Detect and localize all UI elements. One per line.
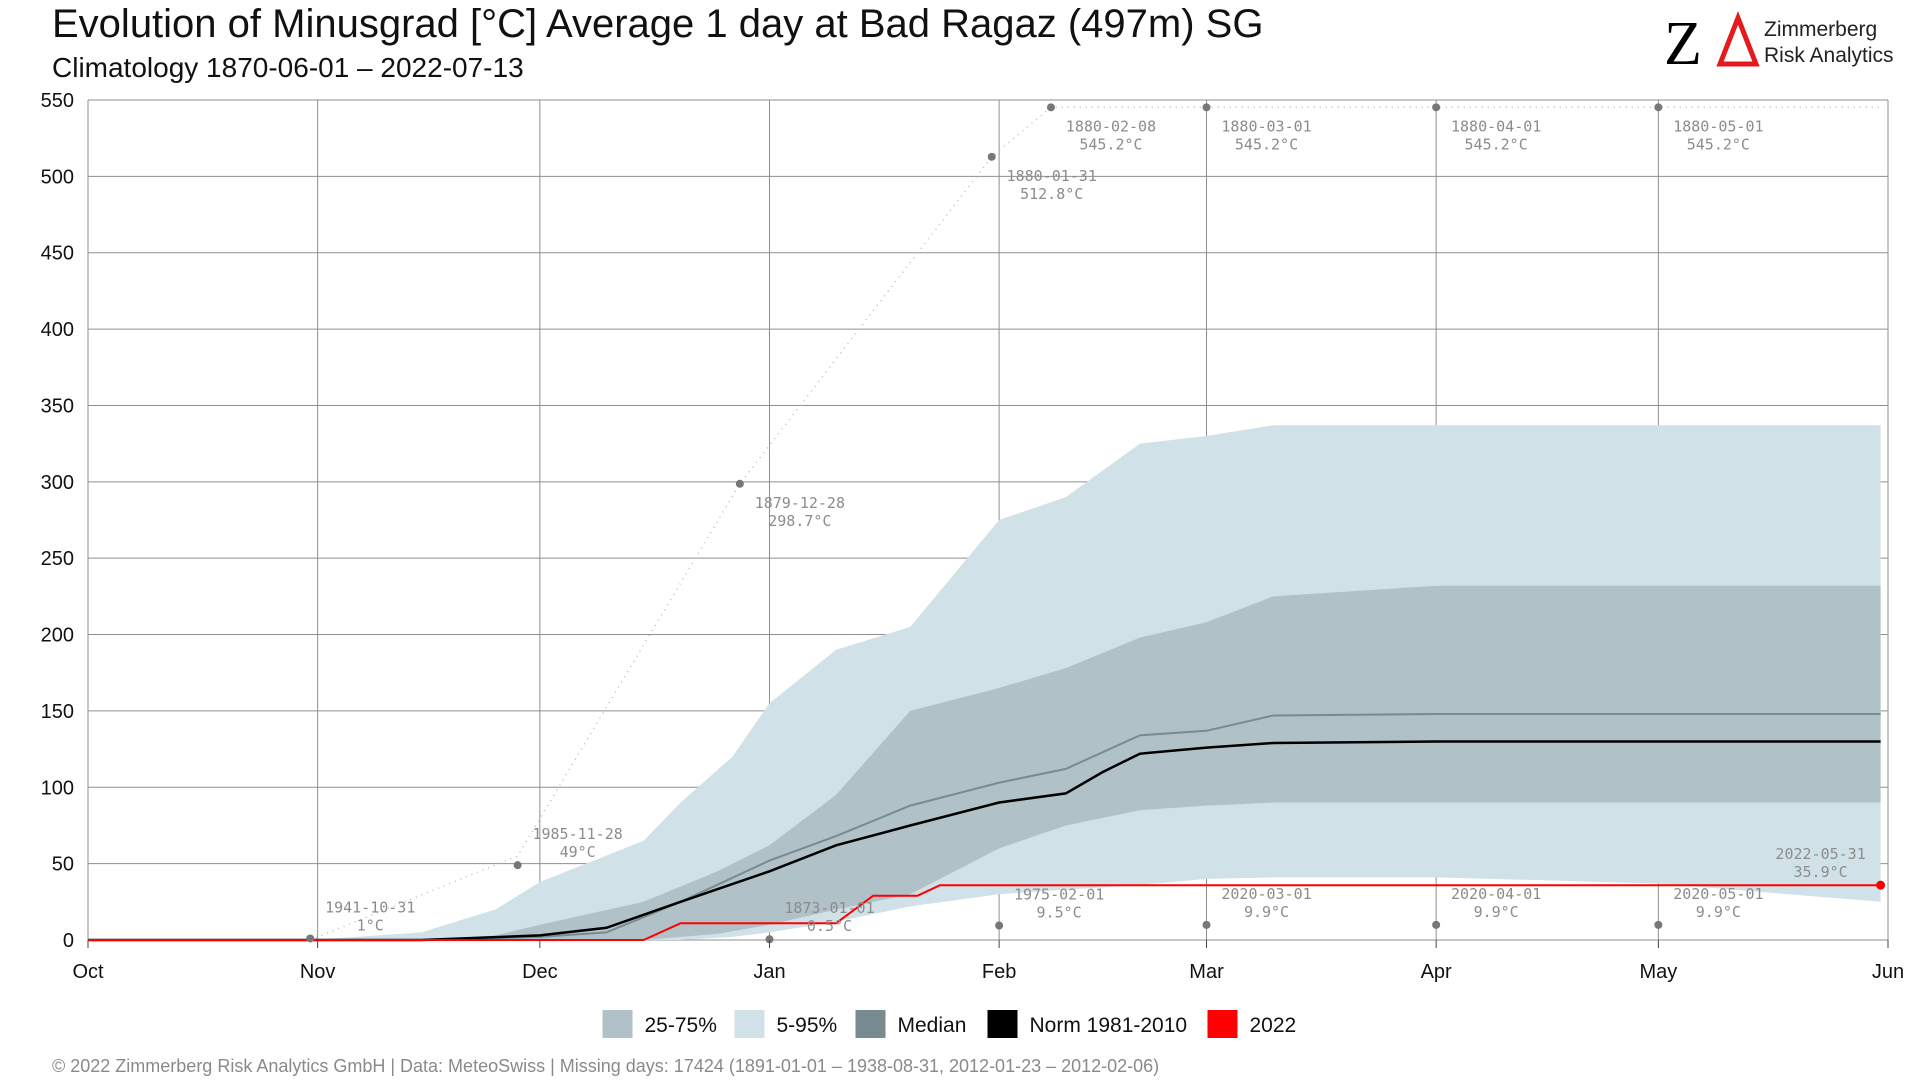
max-marker-date: 1985-11-28 xyxy=(532,825,622,843)
max-marker-date: 1879-12-28 xyxy=(755,494,845,512)
logo-delta-icon xyxy=(1716,11,1760,67)
max-marker-date: 1880-04-01 xyxy=(1451,117,1541,135)
max-marker-value: 545.2°C xyxy=(1687,135,1750,153)
logo-line2: Risk Analytics xyxy=(1764,44,1894,67)
x-tick-label: Oct xyxy=(72,961,104,983)
max-marker-value: 545.2°C xyxy=(1235,135,1298,153)
y-tick-label: 300 xyxy=(41,472,74,494)
x-tick-label: Dec xyxy=(522,961,558,983)
y-tick-label: 400 xyxy=(41,319,74,341)
y-tick-label: 350 xyxy=(41,395,74,417)
max-marker-dot xyxy=(987,152,996,161)
current-marker-date: 2022-05-31 xyxy=(1775,845,1865,863)
min-marker-dot xyxy=(765,935,774,944)
min-marker-dot xyxy=(1202,920,1211,929)
min-marker-value: 1°C xyxy=(357,916,384,934)
y-tick-label: 200 xyxy=(41,625,74,647)
series-lines xyxy=(88,713,1881,942)
min-marker-value: 0.5°C xyxy=(807,917,852,935)
max-marker-value: 49°C xyxy=(560,843,596,861)
chart-subtitle: Climatology 1870-06-01 – 2022-07-13 xyxy=(52,52,524,83)
band-5-95-area xyxy=(88,425,1881,940)
min-marker-date: 2020-03-01 xyxy=(1221,885,1311,903)
max-marker-dot xyxy=(735,479,744,488)
record-trace-line xyxy=(309,106,1881,941)
x-tick-label: Mar xyxy=(1189,961,1224,983)
legend: 25-75% 5-95% Median Norm 1981-2010 2022 xyxy=(602,1010,1297,1038)
y-tick-label: 450 xyxy=(41,243,74,265)
x-tick-label: Apr xyxy=(1421,961,1452,983)
min-marker-dot xyxy=(1654,920,1663,929)
footer-credits: © 2022 Zimmerberg Risk Analytics GmbH | … xyxy=(52,1056,1160,1076)
y-tick-label: 150 xyxy=(41,701,74,723)
band-5-95 xyxy=(88,425,1881,940)
chart-header: Evolution of Minusgrad [°C] Average 1 da… xyxy=(0,0,1920,100)
min-marker-dot xyxy=(306,934,315,943)
legend-swatch xyxy=(987,1010,1018,1038)
x-tick-label: May xyxy=(1639,961,1677,983)
chart-title: Evolution of Minusgrad [°C] Average 1 da… xyxy=(52,2,1264,46)
x-tick-label: Jan xyxy=(753,961,785,983)
y-tick-label: 500 xyxy=(41,166,74,188)
min-marker-date: 2020-05-01 xyxy=(1673,885,1763,903)
max-marker-dot xyxy=(513,861,522,870)
min-marker-date: 1975-02-01 xyxy=(1014,885,1104,903)
max-marker-date: 1880-01-31 xyxy=(1007,167,1097,185)
legend-label: 2022 xyxy=(1250,1014,1297,1037)
current-marker-dot xyxy=(1876,880,1886,890)
x-tick-label: Nov xyxy=(300,961,336,983)
max-marker-value: 512.8°C xyxy=(1020,185,1083,203)
max-marker-dot xyxy=(1202,103,1211,112)
line-2022 xyxy=(88,884,1881,941)
legend-label: Norm 1981-2010 xyxy=(1030,1014,1188,1037)
legend-swatch xyxy=(734,1010,765,1038)
company-logo: Z Zimmerberg Risk Analytics xyxy=(1664,10,1894,70)
y-tick-label: 550 xyxy=(41,90,74,112)
axes: 0 50 100 150 200 250 300 350 400 450 500 550 Oct Nov D… xyxy=(41,90,1905,983)
max-marker-dot xyxy=(1046,103,1055,112)
y-tick-label: 100 xyxy=(41,777,74,799)
min-marker-value: 9.9°C xyxy=(1244,903,1289,921)
median-line xyxy=(88,713,1881,941)
legend-label: 5-95% xyxy=(777,1014,838,1037)
legend-swatch xyxy=(1207,1010,1238,1038)
logo-z-letter: Z xyxy=(1664,10,1702,70)
min-marker-value: 9.5°C xyxy=(1037,903,1082,921)
max-marker-dot xyxy=(1654,103,1663,112)
max-marker-value: 545.2°C xyxy=(1079,135,1142,153)
max-marker-value: 298.7°C xyxy=(768,512,831,530)
min-marker-dot xyxy=(1432,920,1441,929)
x-tick-label: Jun xyxy=(1872,961,1904,983)
band-25-75-area xyxy=(88,585,1881,940)
current-marker-value: 35.9°C xyxy=(1793,863,1847,881)
legend-label: 25-75% xyxy=(645,1014,717,1037)
min-marker-value: 9.9°C xyxy=(1696,903,1741,921)
min-marker-date: 1873-01-01 xyxy=(784,899,874,917)
x-tick-label: Feb xyxy=(982,961,1016,983)
norm-line xyxy=(88,740,1881,942)
band-25-75 xyxy=(88,585,1881,940)
min-marker-value: 9.9°C xyxy=(1474,903,1519,921)
y-tick-label: 0 xyxy=(63,930,74,952)
max-marker-date: 1880-05-01 xyxy=(1673,117,1763,135)
max-marker-date: 1880-02-08 xyxy=(1066,117,1156,135)
y-tick-label: 50 xyxy=(52,854,74,876)
legend-label: Median xyxy=(898,1014,967,1037)
legend-swatch xyxy=(602,1010,633,1038)
y-tick-label: 250 xyxy=(41,548,74,570)
min-marker-date: 2020-04-01 xyxy=(1451,885,1541,903)
logo-line1: Zimmerberg xyxy=(1764,18,1877,41)
historical-traces xyxy=(309,106,1881,941)
max-marker-dot xyxy=(1432,103,1441,112)
min-marker-date: 1941-10-31 xyxy=(325,898,415,916)
legend-swatch xyxy=(855,1010,886,1038)
min-marker-dot xyxy=(995,921,1004,930)
max-marker-date: 1880-03-01 xyxy=(1221,117,1311,135)
max-marker-value: 545.2°C xyxy=(1465,135,1528,153)
